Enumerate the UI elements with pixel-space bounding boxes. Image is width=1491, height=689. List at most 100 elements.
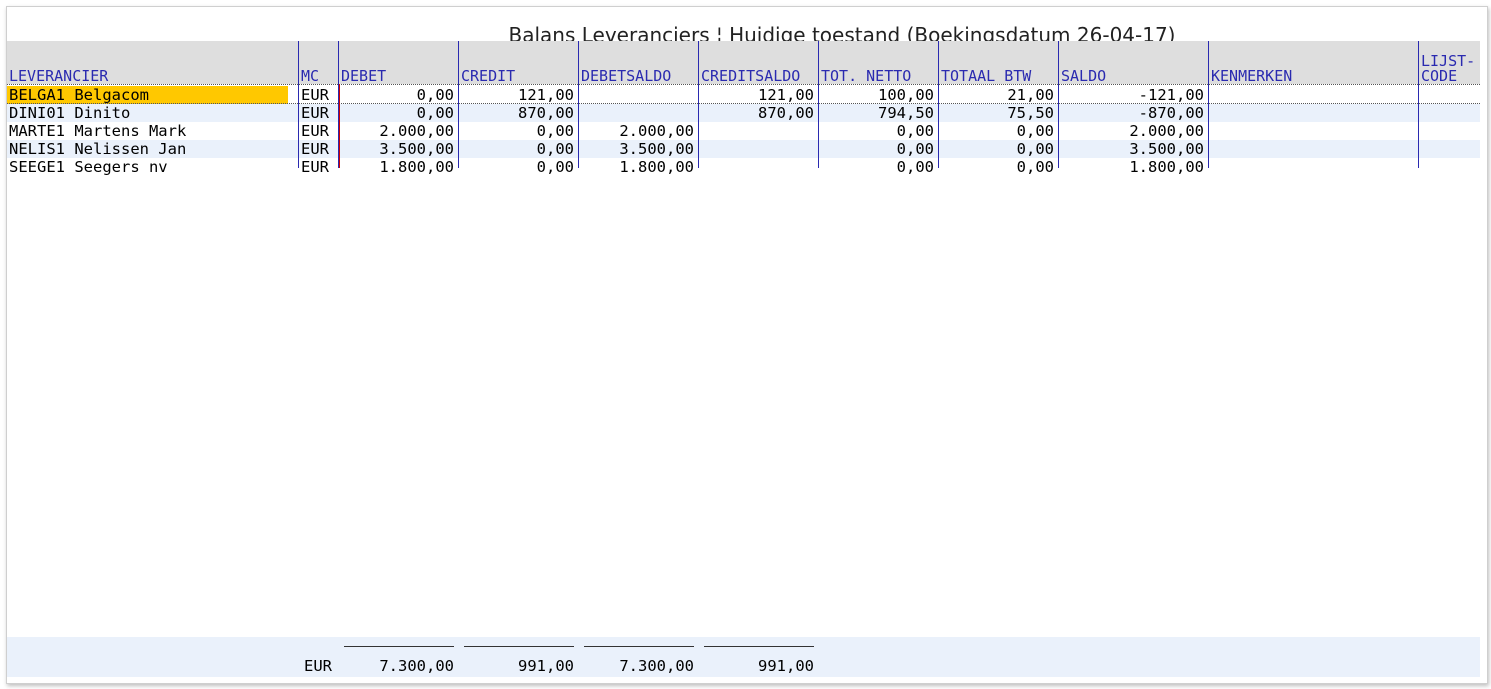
column-header-label: DEBETSALDO — [581, 67, 672, 85]
column-divider — [938, 41, 939, 168]
column-header-kenmerken[interactable]: KENMERKEN — [1209, 41, 1419, 84]
cell-saldo: 1.800,00 — [1129, 158, 1204, 176]
cell-leverancier: MARTE1 Martens Mark — [9, 122, 187, 140]
cell-lijstcode — [1419, 158, 1480, 176]
cell-totaal-btw: 75,50 — [1007, 104, 1054, 122]
cell-tot-netto: 0,00 — [896, 140, 934, 158]
cell-creditsaldo: 870,00 — [758, 104, 814, 122]
total-creditsaldo: 991,00 — [758, 657, 814, 675]
cell-lijstcode — [1419, 86, 1480, 104]
cell-totaal-btw: 0,00 — [1016, 122, 1054, 140]
selected-row-separator — [7, 103, 1480, 104]
column-header-debet[interactable]: DEBET — [339, 41, 459, 84]
cell-credit: 121,00 — [518, 86, 574, 104]
cell-mc: EUR — [301, 104, 329, 122]
table-row[interactable]: NELIS1 Nelissen Jan EUR 3.500,00 0,00 3.500,… — [7, 140, 1480, 158]
column-header-label: MC — [301, 67, 320, 85]
cell-creditsaldo — [699, 140, 819, 158]
cell-debet: 3.500,00 — [379, 140, 454, 158]
cell-totaal-btw: 21,00 — [1007, 86, 1054, 104]
cell-debet: 0,00 — [416, 86, 454, 104]
supplier-balance-grid: LEVERANCIER MC DEBET CREDIT DEBETSALDO CREDIT… — [7, 41, 1480, 176]
column-divider — [818, 41, 819, 168]
total-credit: 991,00 — [518, 657, 574, 675]
cell-lijstcode — [1419, 122, 1480, 140]
column-header-leverancier[interactable]: LEVERANCIER — [7, 41, 299, 84]
column-header-creditsaldo[interactable]: CREDITSALDO — [699, 41, 819, 84]
cell-saldo: -121,00 — [1138, 86, 1204, 104]
cell-saldo: -870,00 — [1138, 104, 1204, 122]
column-divider — [578, 41, 579, 168]
column-divider — [1418, 41, 1419, 168]
cell-debet: 1.800,00 — [379, 158, 454, 176]
column-divider — [458, 41, 459, 168]
cell-debet: 0,00 — [416, 104, 454, 122]
selected-row-highlight — [7, 86, 288, 104]
cell-credit: 0,00 — [536, 140, 574, 158]
cell-debetsaldo: 3.500,00 — [619, 140, 694, 158]
total-underline-debetsaldo — [584, 646, 694, 647]
grid-header: LEVERANCIER MC DEBET CREDIT DEBETSALDO CREDIT… — [7, 41, 1480, 84]
cell-tot-netto: 794,50 — [878, 104, 934, 122]
total-debetsaldo: 7.300,00 — [619, 657, 694, 675]
cell-tot-netto: 0,00 — [896, 158, 934, 176]
total-underline-debet — [344, 646, 454, 647]
cell-debetsaldo: 2.000,00 — [619, 122, 694, 140]
cell-creditsaldo — [699, 122, 819, 140]
table-row[interactable]: BELGA1 Belgacom EUR 0,00 121,00 121,00 100,00… — [7, 86, 1480, 104]
cell-leverancier: DINI01 Dinito — [9, 104, 131, 122]
table-row[interactable]: DINI01 Dinito EUR 0,00 870,00 870,00 794,50 75… — [7, 104, 1480, 122]
column-header-label: KENMERKEN — [1211, 67, 1293, 85]
cell-mc: EUR — [301, 140, 329, 158]
cell-leverancier: NELIS1 Nelissen Jan — [9, 140, 187, 158]
cell-kenmerken — [1209, 158, 1419, 176]
column-header-credit[interactable]: CREDIT — [459, 41, 579, 84]
cell-creditsaldo — [699, 158, 819, 176]
cell-creditsaldo: 121,00 — [758, 86, 814, 104]
total-underline-credit — [464, 646, 574, 647]
total-currency: EUR — [304, 657, 332, 675]
column-header-tot-netto[interactable]: TOT. NETTO — [819, 41, 939, 84]
table-row[interactable]: MARTE1 Martens Mark EUR 2.000,00 0,00 2.000,… — [7, 122, 1480, 140]
cell-saldo: 2.000,00 — [1129, 122, 1204, 140]
column-header-mc[interactable]: MC — [299, 41, 339, 84]
header-separator — [7, 84, 1480, 85]
cell-debetsaldo — [579, 104, 699, 122]
cell-kenmerken — [1209, 140, 1419, 158]
column-header-label: CREDITSALDO — [701, 67, 801, 85]
table-row[interactable]: SEEGE1 Seegers nv EUR 1.800,00 0,00 1.800,00… — [7, 158, 1480, 176]
cell-kenmerken — [1209, 104, 1419, 122]
cell-saldo: 3.500,00 — [1129, 140, 1204, 158]
cell-lijstcode — [1419, 140, 1480, 158]
column-divider — [298, 41, 299, 168]
total-debet: 7.300,00 — [379, 657, 454, 675]
column-header-label: LEVERANCIER — [9, 67, 109, 85]
total-underline-creditsaldo — [704, 646, 814, 647]
totals-bar: EUR 7.300,00 991,00 7.300,00 991,00 — [7, 637, 1480, 677]
cell-credit: 870,00 — [518, 104, 574, 122]
cell-credit: 0,00 — [536, 158, 574, 176]
column-divider — [1208, 41, 1209, 168]
column-header-label: SALDO — [1061, 67, 1107, 85]
column-header-label: CREDIT — [461, 67, 516, 85]
cell-totaal-btw: 0,00 — [1016, 158, 1054, 176]
cell-debetsaldo: 1.800,00 — [619, 158, 694, 176]
cell-leverancier: BELGA1 Belgacom — [9, 86, 149, 104]
column-divider — [1058, 41, 1059, 168]
column-header-saldo[interactable]: SALDO — [1059, 41, 1209, 84]
column-header-label: DEBET — [341, 67, 387, 85]
column-header-label: LIJST- CODE — [1421, 52, 1476, 85]
cell-lijstcode — [1419, 104, 1480, 122]
cell-kenmerken — [1209, 86, 1419, 104]
cell-credit: 0,00 — [536, 122, 574, 140]
column-header-label: TOTAAL BTW — [941, 67, 1032, 85]
column-header-debetsaldo[interactable]: DEBETSALDO — [579, 41, 699, 84]
cell-kenmerken — [1209, 122, 1419, 140]
column-header-totaal-btw[interactable]: TOTAAL BTW — [939, 41, 1059, 84]
column-header-lijstcode[interactable]: LIJST- CODE — [1419, 41, 1480, 84]
currency-divider — [339, 84, 340, 168]
cell-leverancier: SEEGE1 Seegers nv — [9, 158, 168, 176]
column-divider — [698, 41, 699, 168]
column-divider — [338, 41, 339, 168]
cell-totaal-btw: 0,00 — [1016, 140, 1054, 158]
